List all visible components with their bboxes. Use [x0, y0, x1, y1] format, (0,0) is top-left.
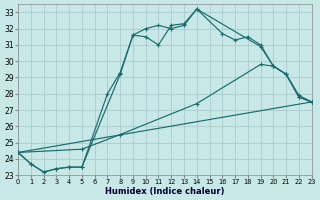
X-axis label: Humidex (Indice chaleur): Humidex (Indice chaleur) [105, 187, 225, 196]
